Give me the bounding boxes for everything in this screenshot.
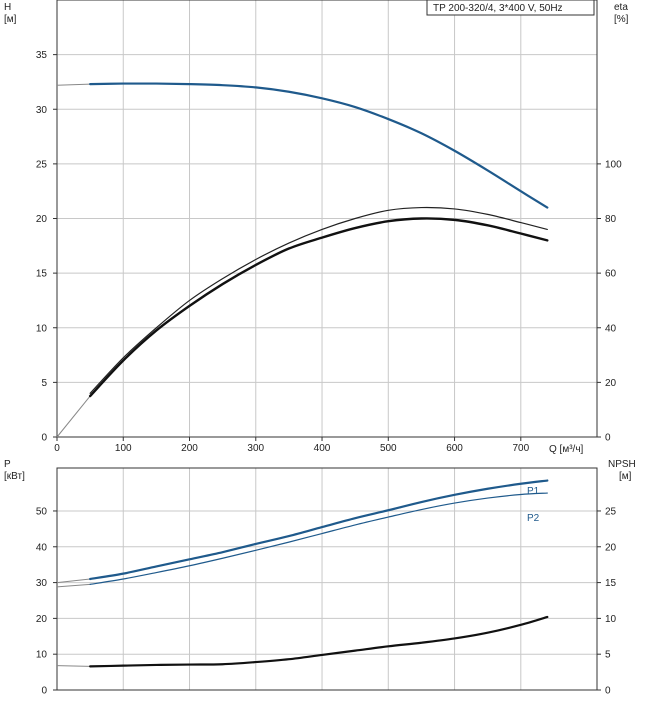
bottom-right-axis-unit: [м]: [619, 471, 632, 482]
top-x-tick-labels: 0 100 200 300 400 500 600 700: [54, 437, 530, 454]
bottom-left-tick-label: 20: [36, 614, 48, 625]
top-left-tick-label: 15: [36, 269, 48, 280]
top-left-tick-labels: 0 5 10 15 20 25 30 35: [36, 50, 57, 444]
bottom-left-tick-labels: 0 10 20 30 40 50: [36, 506, 57, 697]
series-eta-line: [88, 217, 549, 398]
top-left-tick-label: 35: [36, 50, 48, 61]
x-tick-label: 300: [247, 443, 264, 454]
series-P1-extension: [56, 578, 91, 584]
top-left-axis-label: H: [4, 2, 11, 13]
bottom-grid: [57, 468, 597, 690]
x-tick-label: 100: [115, 443, 132, 454]
top-left-tick-label: 20: [36, 214, 48, 225]
bottom-right-tick-label: 10: [605, 614, 617, 625]
top-right-tick-label: 100: [605, 159, 622, 170]
series-label-p2: P2: [527, 513, 540, 524]
x-tick-label: 0: [54, 443, 60, 454]
top-series-group: [56, 82, 549, 438]
bottom-right-tick-label: 25: [605, 506, 617, 517]
top-left-tick-label: 10: [36, 323, 48, 334]
chart-title-box: [426, 0, 595, 16]
bottom-right-tick-label: 20: [605, 542, 617, 553]
bottom-left-tick-label: 40: [36, 542, 48, 553]
series-H-line: [89, 82, 549, 209]
x-tick-label: 600: [446, 443, 463, 454]
series-eta-upper-line: [89, 206, 548, 394]
top-right-tick-label: 80: [605, 214, 617, 225]
bottom-right-tick-label: 15: [605, 578, 617, 589]
top-right-axis-unit: [%]: [614, 14, 629, 25]
bottom-right-tick-labels: 0 5 10 15 20 25: [597, 506, 617, 697]
bottom-left-axis-unit: [кВт]: [4, 471, 25, 482]
bottom-right-tick-label: 5: [605, 650, 611, 661]
top-right-tick-labels: 0 20 40 60 80 100: [597, 159, 622, 444]
top-grid: [57, 0, 597, 437]
x-tick-label: 500: [380, 443, 397, 454]
top-right-tick-label: 40: [605, 323, 617, 334]
x-axis-label: Q [м³/ч]: [549, 444, 584, 455]
chart-title: TP 200-320/4, 3*400 V, 50Hz: [433, 3, 563, 14]
bottom-series-group: [56, 479, 549, 668]
top-right-axis-label: eta: [614, 2, 628, 13]
series-P2-line: [89, 492, 548, 585]
x-tick-label: 400: [314, 443, 331, 454]
bottom-left-tick-label: 50: [36, 506, 48, 517]
bottom-left-axis-label: P: [4, 459, 11, 470]
top-left-axis-unit: [м]: [4, 14, 17, 25]
series-H-extension: [56, 83, 91, 86]
top-left-tick-label: 30: [36, 105, 48, 116]
top-left-tick-label: 5: [41, 378, 47, 389]
bottom-right-tick-label: 0: [605, 686, 611, 697]
x-tick-label: 700: [512, 443, 529, 454]
series-eta-extension: [56, 395, 91, 438]
top-left-tick-label: 0: [41, 433, 47, 444]
top-right-tick-label: 60: [605, 269, 617, 280]
series-P1-line: [89, 479, 549, 581]
top-right-tick-label: 0: [605, 433, 611, 444]
series-P2-extension: [56, 583, 91, 588]
bottom-right-axis-label: NPSH: [608, 459, 636, 470]
series-NPSH-line: [89, 615, 549, 668]
x-tick-label: 200: [181, 443, 198, 454]
bottom-left-tick-label: 30: [36, 578, 48, 589]
bottom-plot-frame: [56, 467, 598, 691]
series-NPSH-extension: [56, 665, 91, 667]
top-left-tick-label: 25: [36, 159, 48, 170]
bottom-left-tick-label: 0: [41, 686, 47, 697]
top-right-tick-label: 20: [605, 378, 617, 389]
bottom-left-tick-label: 10: [36, 650, 48, 661]
series-label-p1: P1: [527, 486, 540, 497]
